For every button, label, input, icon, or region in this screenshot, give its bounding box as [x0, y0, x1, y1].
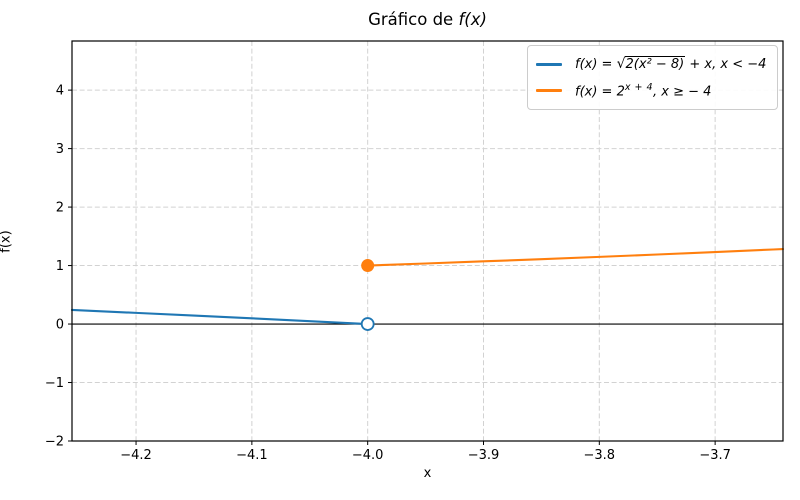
- formula-prefix: f(x) = 2: [575, 84, 625, 100]
- series-line-0: [70, 308, 369, 326]
- filled-circle-marker: [361, 259, 375, 273]
- x-axis-label: x: [423, 466, 432, 481]
- formula-suffix: , x ≥ − 4: [653, 84, 712, 100]
- legend-item-sqrt-branch: f(x) = √2(x² − 8) + x, x < −4: [536, 55, 777, 75]
- formula-prefix: f(x) =: [575, 57, 617, 72]
- x-tick-label: −3.8: [584, 448, 616, 463]
- legend: f(x) = √2(x² − 8) + x, x < −4 f(x) = 2x …: [527, 45, 778, 110]
- legend-item-exp-branch: f(x) = 2x + 4, x ≥ − 4: [536, 81, 777, 101]
- exponent: x + 4: [624, 82, 654, 94]
- x-tick-label: −4.1: [236, 448, 268, 463]
- y-tick-label: −1: [45, 376, 64, 391]
- legend-line-sample-orange: [536, 89, 562, 92]
- legend-label-exp-branch: f(x) = 2x + 4, x ≥ − 4: [575, 78, 711, 102]
- y-tick-label: 2: [56, 201, 64, 216]
- x-tick-label: −4.2: [120, 448, 152, 463]
- series-line-1: [366, 247, 785, 267]
- ticks: [68, 89, 716, 445]
- x-tick-label: −3.9: [468, 448, 500, 463]
- y-tick-label: 0: [56, 318, 64, 333]
- sqrt-radical-glyph: √: [616, 56, 626, 72]
- series-lines: [70, 247, 785, 326]
- y-tick-label: 4: [56, 84, 64, 99]
- y-tick-label: −2: [45, 435, 64, 450]
- chart-title: Gráfico de f(x): [72, 9, 783, 31]
- open-circle-marker: [360, 317, 375, 331]
- title-math: f(x): [458, 10, 487, 29]
- x-tick-label: −3.7: [699, 448, 731, 463]
- sqrt-radicand: 2(x² − 8): [624, 56, 686, 72]
- y-tick-label: 3: [56, 142, 64, 157]
- y-axis-label: f(x): [0, 230, 14, 253]
- legend-label-sqrt-branch: f(x) = √2(x² − 8) + x, x < −4: [575, 54, 766, 75]
- tick-labels: −4.2 −4.1 −4.0 −3.9 −3.8 −3.7 −2 −1 0 1 2 3 4: [45, 84, 731, 463]
- y-tick-label: 1: [56, 259, 64, 274]
- legend-line-sample-blue: [536, 63, 562, 66]
- plot-spines: [71, 40, 784, 442]
- x-tick-label: −4.0: [352, 448, 384, 463]
- title-text: Gráfico de: [368, 10, 459, 29]
- endpoint-markers: [360, 259, 375, 331]
- formula-suffix: + x, x < −4: [685, 57, 767, 72]
